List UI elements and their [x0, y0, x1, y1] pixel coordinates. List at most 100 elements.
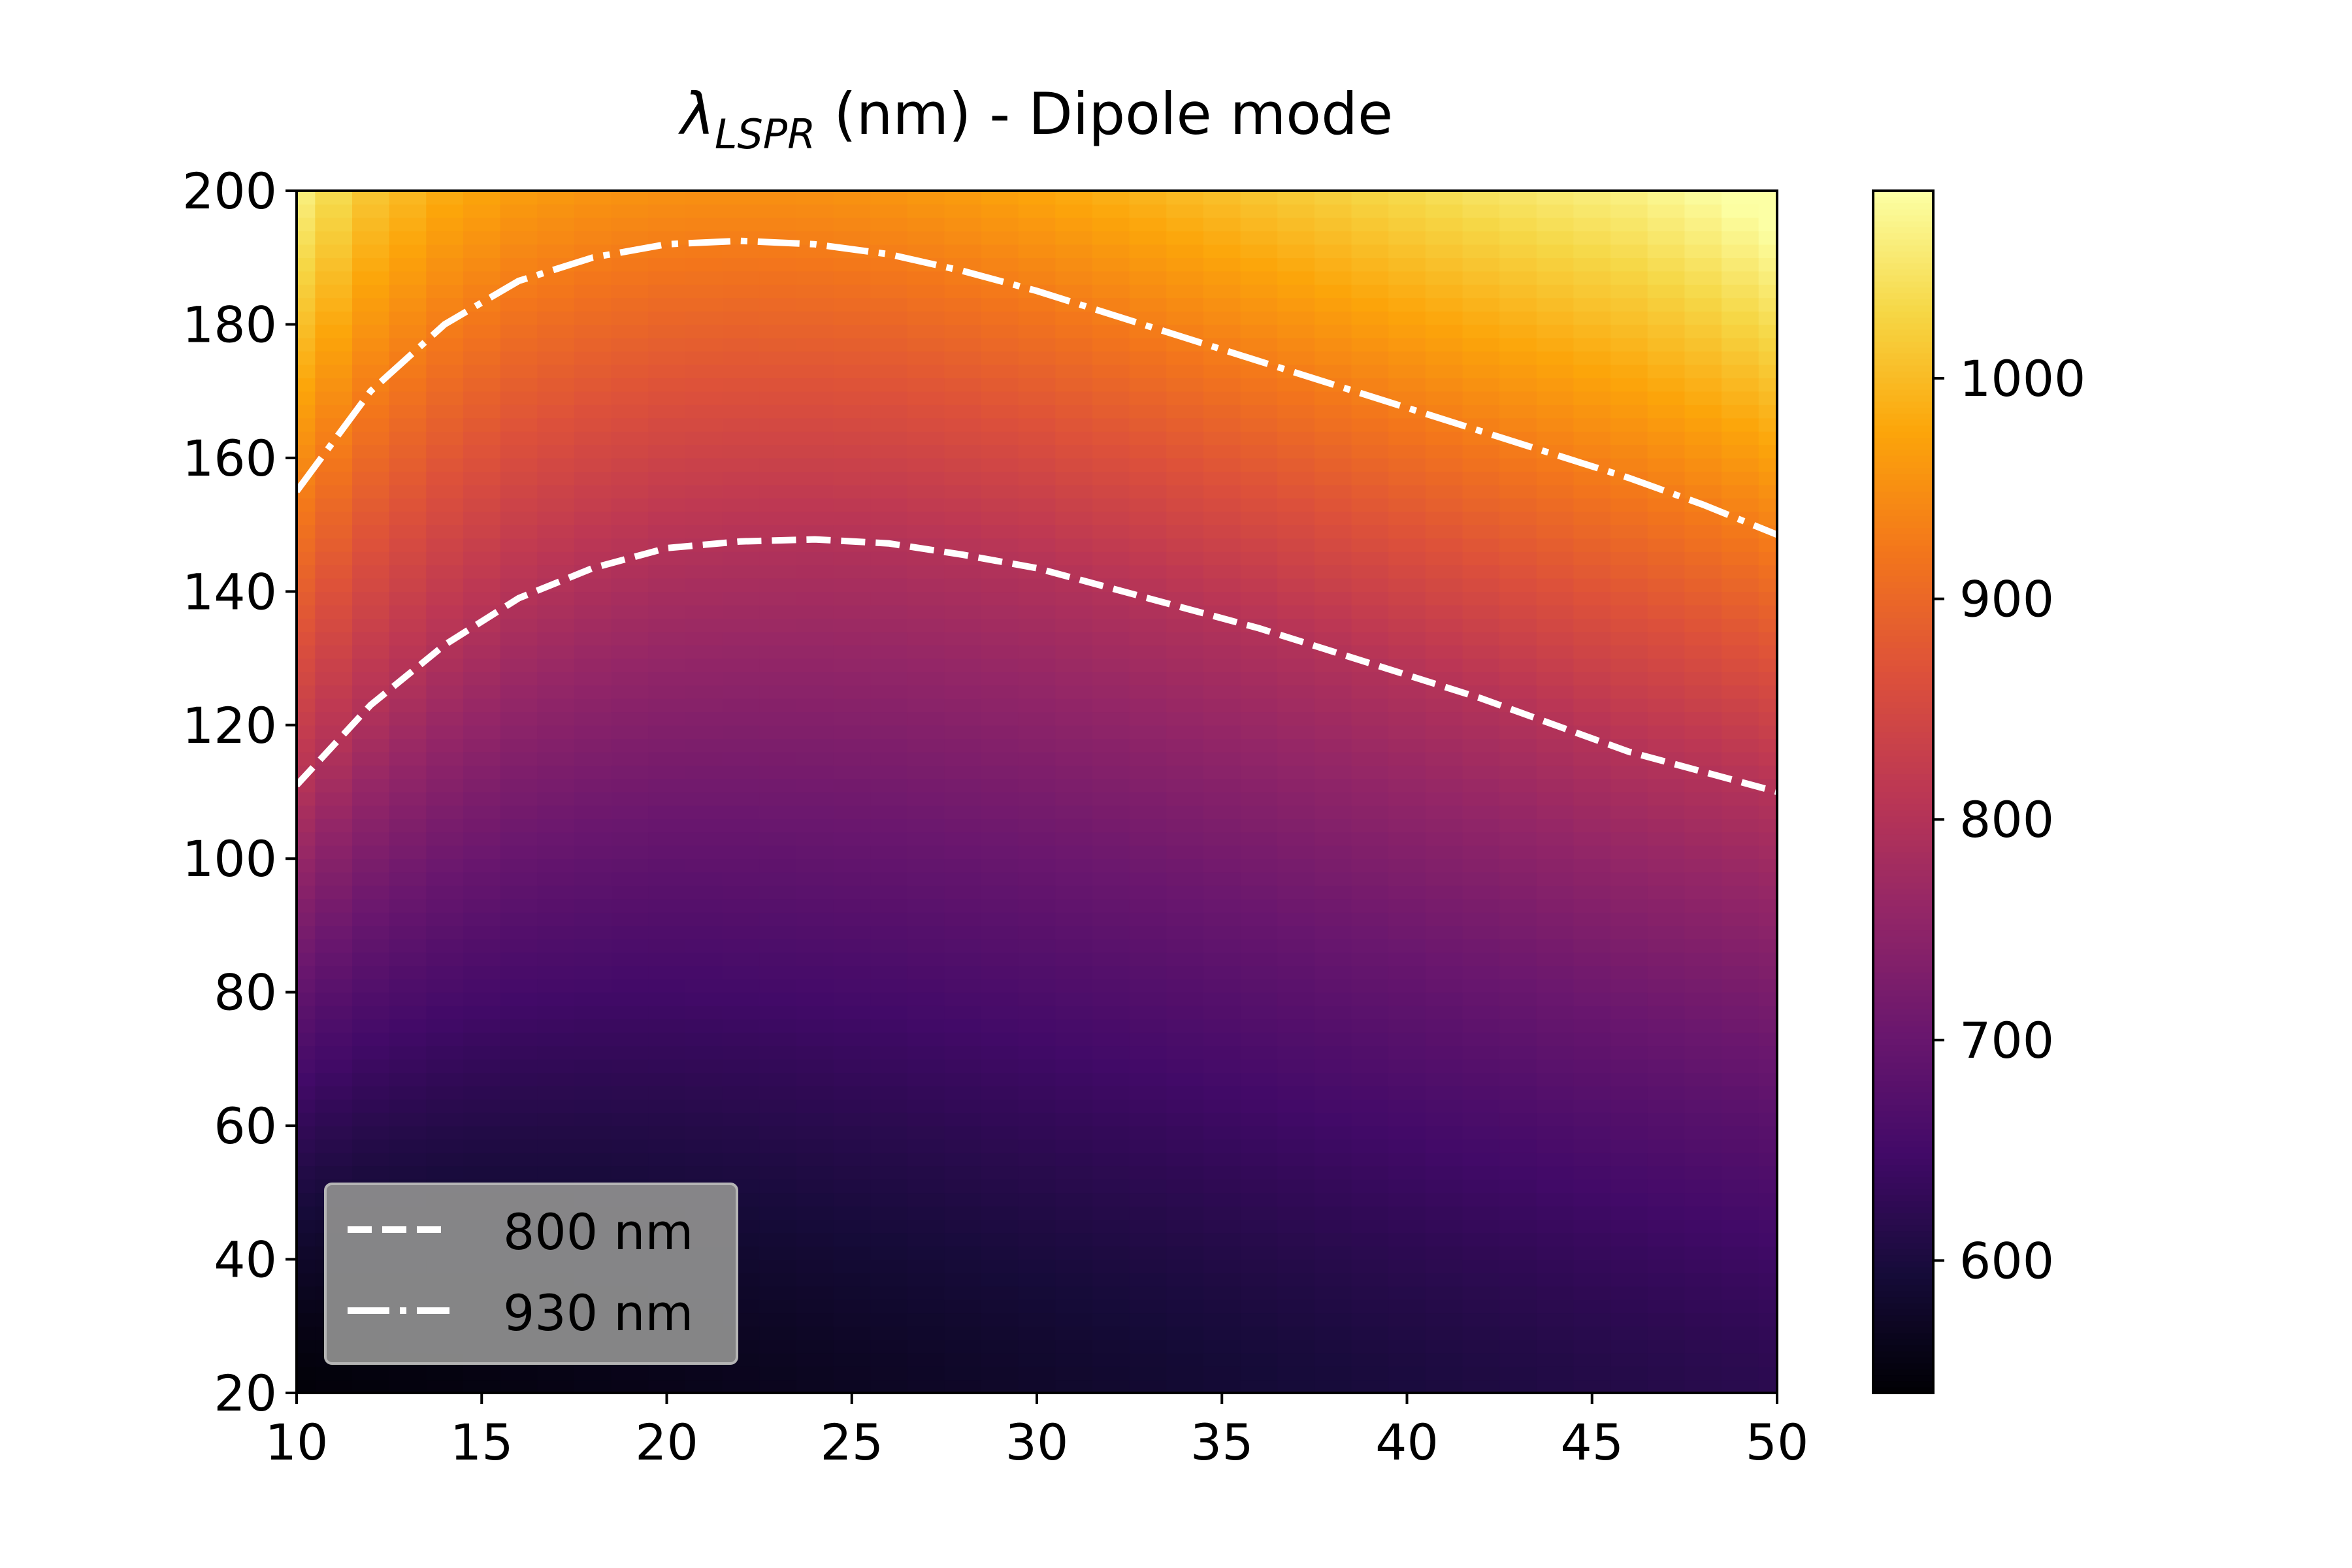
heatmap-cell — [1388, 618, 1426, 632]
heatmap-cell — [1277, 417, 1315, 432]
heatmap-cell — [1462, 391, 1500, 405]
heatmap-cell — [537, 538, 575, 552]
heatmap-cell — [1277, 832, 1315, 846]
heatmap-cell — [1277, 792, 1315, 806]
heatmap-cell — [759, 337, 797, 352]
heatmap-cell — [833, 1366, 871, 1380]
colorbar-step — [1873, 509, 1933, 516]
heatmap-cell — [297, 1179, 316, 1194]
heatmap-cell — [1647, 1326, 1686, 1340]
heatmap-cell — [352, 525, 390, 539]
heatmap-cell — [1425, 591, 1463, 606]
heatmap-cell — [1203, 417, 1241, 432]
colorbar-step — [1873, 383, 1933, 390]
heatmap-cell — [1092, 685, 1130, 699]
heatmap-cell — [537, 725, 575, 739]
heatmap-cell — [722, 351, 760, 365]
heatmap-cell — [833, 832, 871, 846]
heatmap-cell — [315, 217, 353, 232]
heatmap-cell — [463, 1139, 501, 1153]
heatmap-cell — [1240, 231, 1279, 245]
heatmap-cell — [1018, 1219, 1056, 1233]
heatmap-cell — [1573, 818, 1611, 833]
colorbar-step — [1873, 762, 1933, 768]
heatmap-cell — [759, 191, 797, 205]
heatmap-cell — [537, 391, 575, 405]
heatmap-cell — [1425, 391, 1463, 405]
heatmap-cell — [297, 792, 316, 806]
heatmap-cell — [907, 1246, 945, 1260]
heatmap-cell — [352, 191, 390, 205]
heatmap-cell — [1388, 457, 1426, 472]
heatmap-cell — [648, 1032, 686, 1047]
heatmap-cell — [500, 872, 538, 886]
heatmap-cell — [722, 1126, 760, 1140]
heatmap-cell — [297, 805, 316, 819]
heatmap-cell — [870, 685, 908, 699]
heatmap-cell — [352, 1072, 390, 1086]
heatmap-cell — [352, 1005, 390, 1020]
colorbar-step — [1873, 1249, 1933, 1256]
heatmap-cell — [537, 284, 575, 299]
heatmap-cell — [500, 351, 538, 365]
colorbar-step — [1873, 635, 1933, 642]
heatmap-cell — [1129, 1299, 1168, 1314]
heatmap-cell — [1351, 244, 1389, 258]
heatmap-cell — [1277, 1286, 1315, 1300]
heatmap-cell — [1055, 604, 1093, 619]
colorbar-step — [1873, 1086, 1933, 1093]
heatmap-cell — [1573, 912, 1611, 926]
heatmap-cell — [944, 992, 982, 1006]
heatmap-cell — [1425, 378, 1463, 392]
heatmap-cell — [1240, 1019, 1279, 1033]
heatmap-cell — [1203, 578, 1241, 593]
heatmap-cell — [1092, 1259, 1130, 1273]
heatmap-cell — [796, 938, 834, 953]
heatmap-cell — [1314, 1273, 1352, 1287]
heatmap-cell — [944, 1232, 982, 1247]
heatmap-cell — [574, 204, 612, 218]
heatmap-cell — [1018, 858, 1056, 873]
heatmap-cell — [1166, 1352, 1204, 1367]
heatmap-cell — [1610, 979, 1648, 993]
heatmap-cell — [1610, 498, 1648, 512]
heatmap-cell — [1425, 698, 1463, 713]
heatmap-cell — [1722, 1099, 1759, 1113]
heatmap-cell — [463, 511, 501, 525]
heatmap-cell — [426, 792, 464, 806]
heatmap-cell — [1647, 231, 1686, 245]
heatmap-cell — [944, 672, 982, 686]
heatmap-cell — [1425, 1126, 1463, 1140]
heatmap-cell — [1018, 1273, 1056, 1287]
heatmap-cell — [1647, 1045, 1686, 1060]
heatmap-cell — [870, 751, 908, 766]
heatmap-cell — [870, 364, 908, 378]
heatmap-cell — [1462, 1179, 1500, 1194]
heatmap-cell — [833, 751, 871, 766]
heatmap-cell — [1092, 511, 1130, 525]
heatmap-cell — [500, 1005, 538, 1020]
heatmap-cell — [870, 1005, 908, 1020]
heatmap-cell — [944, 231, 982, 245]
heatmap-cell — [1129, 1032, 1168, 1047]
heatmap-cell — [1388, 751, 1426, 766]
heatmap-cell — [1092, 751, 1130, 766]
heatmap-cell — [1758, 1005, 1777, 1020]
heatmap-cell — [1610, 858, 1648, 873]
heatmap-cell — [1018, 1126, 1056, 1140]
heatmap-cell — [685, 417, 723, 432]
colorbar-step — [1873, 389, 1933, 396]
heatmap-cell — [1277, 1339, 1315, 1354]
colorbar-step — [1873, 1284, 1933, 1292]
heatmap-cell — [1536, 364, 1575, 378]
heatmap-cell — [1722, 484, 1759, 498]
heatmap-cell — [574, 631, 612, 645]
heatmap-cell — [389, 604, 427, 619]
heatmap-cell — [944, 885, 982, 900]
heatmap-cell — [796, 645, 834, 659]
heatmap-cell — [870, 832, 908, 846]
heatmap-cell — [722, 391, 760, 405]
heatmap-cell — [1573, 1045, 1611, 1060]
heatmap-cell — [759, 1058, 797, 1073]
heatmap-cell — [833, 591, 871, 606]
